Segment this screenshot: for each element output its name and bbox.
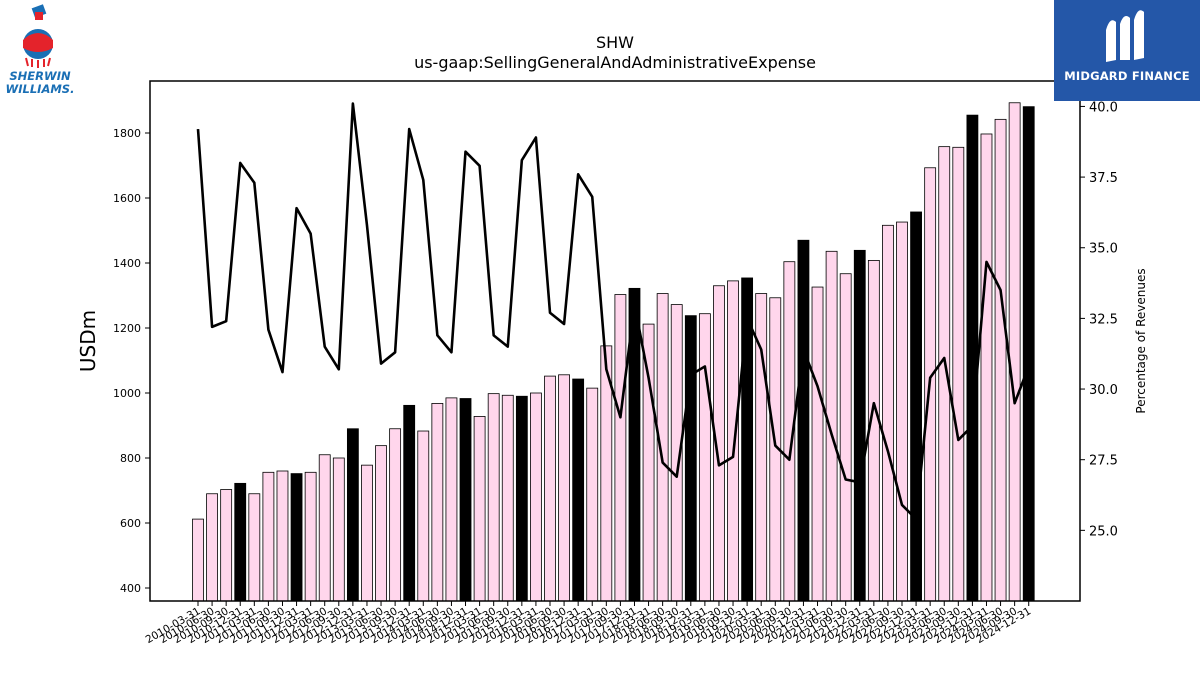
- midgard-finance-logo: MIDGARD FINANCE: [1054, 0, 1200, 101]
- bar-2014-06-30: [431, 402, 444, 602]
- bar-2021-09-30: [839, 273, 852, 602]
- logo-line-2: WILLIAMS.: [5, 82, 75, 96]
- logo-line-1: SHERWIN: [9, 69, 71, 83]
- y2-tick-label: 37.5: [1089, 171, 1118, 186]
- bar-2011-06-30: [262, 471, 275, 602]
- y-tick-label: 1400: [113, 257, 141, 270]
- y-tick-label: 1800: [113, 127, 141, 140]
- bar-2016-12-31: [572, 378, 585, 602]
- bar-2014-09-30: [445, 397, 458, 602]
- y-tick-label: 400: [120, 582, 141, 595]
- line-series: [196, 102, 1030, 521]
- bar-2016-09-30: [558, 374, 570, 602]
- bar-2018-12-31: [684, 315, 697, 602]
- bar-2013-03-31: [361, 464, 373, 602]
- bar-2010-03-31: [192, 518, 204, 602]
- cover-the-earth-icon: [23, 4, 53, 68]
- bar-2011-03-31: [248, 493, 261, 602]
- bar-2020-12-31: [797, 239, 810, 602]
- chart-subtitle: us-gaap:SellingGeneralAndAdministrativeE…: [414, 53, 816, 72]
- bar-2022-06-30: [882, 224, 894, 602]
- bar-2016-06-30: [544, 375, 556, 602]
- bar-2017-03-31: [586, 387, 599, 602]
- y-tick-label: 1000: [113, 387, 141, 400]
- bar-series: [192, 102, 1035, 602]
- x-axis: 2010-03-312010-06-302010-09-302010-12-31…: [144, 601, 1033, 646]
- y-tick-label: 1200: [113, 322, 141, 335]
- y-axis-left: 400 600 800 1000 1200 1400 1600 1800: [113, 127, 150, 595]
- bar-2010-12-31: [234, 482, 247, 602]
- plot-frame: [149, 80, 1081, 602]
- sherwin-williams-logo: SHERWIN WILLIAMS.: [4, 4, 74, 100]
- sherwin-williams-wordmark: SHERWIN WILLIAMS.: [4, 70, 76, 96]
- bar-2014-12-31: [459, 398, 472, 602]
- bar-2010-06-30: [206, 493, 218, 602]
- y-axis-label: USDm: [76, 310, 100, 372]
- bar-2021-06-30: [825, 250, 838, 602]
- bar-2019-03-31: [698, 313, 711, 602]
- bar-2024-09-30: [1008, 102, 1021, 602]
- y2-axis-label: Percentage of Revenues: [1134, 268, 1148, 413]
- y2-tick-label: 25.0: [1089, 524, 1118, 539]
- bar-2014-03-31: [417, 430, 430, 602]
- y2-tick-label: 40.0: [1089, 100, 1118, 115]
- bar-2015-12-31: [515, 395, 528, 602]
- bar-2016-03-31: [530, 392, 542, 602]
- chart-title: SHW: [596, 33, 634, 52]
- bar-2012-12-31: [346, 428, 359, 602]
- bar-2012-09-30: [332, 457, 345, 602]
- y-axis-right: 25.0 27.5 30.0 32.5 35.0 37.5 40.0: [1080, 100, 1118, 539]
- bar-2019-09-30: [727, 280, 739, 602]
- bar-2013-09-30: [389, 428, 402, 602]
- bar-2022-09-30: [896, 221, 908, 602]
- bar-2011-09-30: [276, 470, 289, 602]
- bar-2012-03-31: [304, 471, 317, 602]
- bar-2024-06-30: [994, 118, 1007, 602]
- bar-2015-09-30: [501, 394, 514, 602]
- y2-tick-label: 27.5: [1089, 454, 1118, 469]
- bar-2013-06-30: [375, 445, 387, 602]
- y-tick-label: 800: [120, 452, 141, 465]
- y2-tick-label: 30.0: [1089, 383, 1118, 398]
- midgard-finance-wordmark: MIDGARD FINANCE: [1064, 69, 1190, 83]
- bar-2021-12-31: [853, 249, 866, 602]
- percentage-of-revenues-line: [196, 102, 1030, 521]
- y2-tick-label: 32.5: [1089, 312, 1118, 327]
- y-tick-label: 600: [120, 517, 141, 530]
- bar-2015-03-31: [473, 415, 486, 602]
- bar-2012-06-30: [318, 454, 331, 602]
- bar-2018-06-30: [656, 293, 669, 602]
- bar-2018-03-31: [642, 323, 655, 602]
- bar-2021-03-31: [811, 286, 824, 602]
- y-tick-label: 1600: [113, 192, 141, 205]
- bar-2022-12-31: [910, 211, 922, 602]
- bar-2017-09-30: [614, 294, 627, 602]
- bar-2010-09-30: [220, 489, 233, 602]
- bar-2024-03-31: [980, 133, 993, 602]
- bar-2023-09-30: [952, 146, 965, 602]
- y2-tick-label: 35.0: [1089, 242, 1118, 257]
- bar-2015-06-30: [487, 393, 500, 602]
- bar-2011-12-31: [290, 473, 303, 602]
- bar-2013-12-31: [403, 404, 416, 602]
- bar-2024-12-31: [1022, 106, 1035, 602]
- bar-2023-12-31: [966, 114, 979, 602]
- midgard-m-icon: [1106, 10, 1144, 62]
